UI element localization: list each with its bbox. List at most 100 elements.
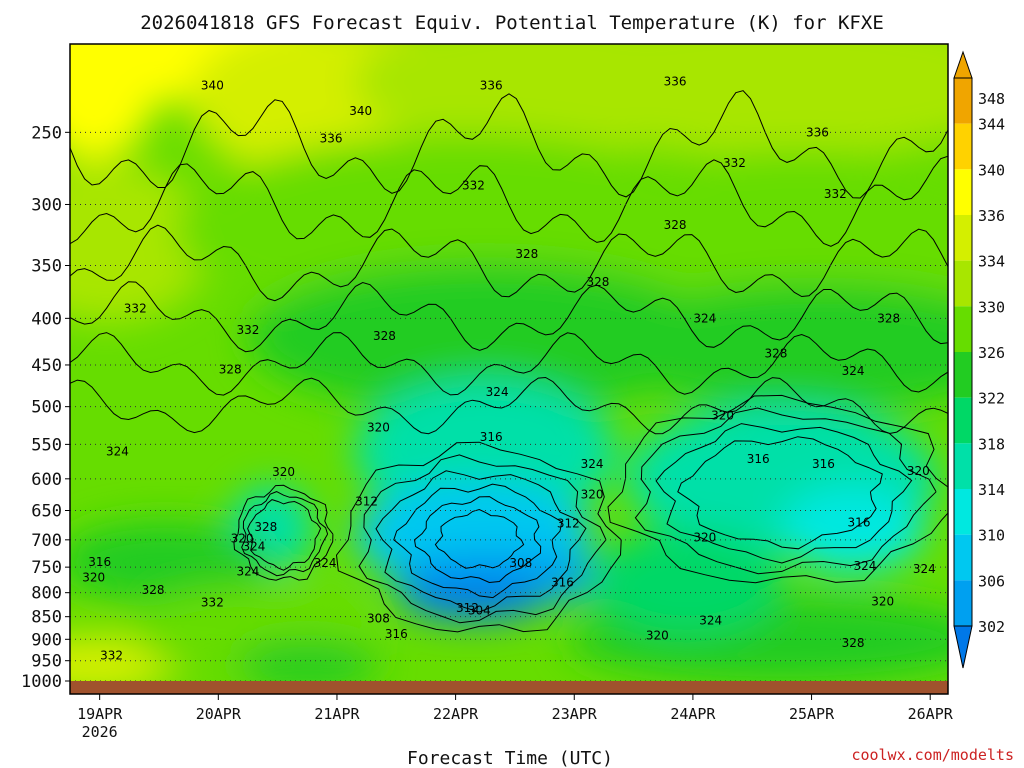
y-tick-label: 650 [31, 502, 62, 522]
colorbar-top-arrow [953, 50, 973, 79]
theta-e-field [70, 44, 948, 681]
contour-label: 332 [124, 301, 147, 315]
field-patch [402, 579, 545, 621]
contour-label: 336 [806, 125, 829, 139]
field-patch [247, 263, 723, 413]
contour-label: 328 [587, 275, 610, 289]
colorbar-label: 326 [978, 344, 1005, 362]
x-tick-label: 24APR [670, 705, 716, 723]
contour-line [70, 224, 948, 302]
y-tick-label: 450 [31, 356, 62, 376]
y-tick-label: 800 [31, 584, 62, 604]
y-tick-label: 750 [31, 558, 62, 578]
y-tick-label: 400 [31, 309, 62, 329]
contour-label: 336 [320, 132, 343, 146]
plot-frame [69, 43, 949, 695]
contour-line [70, 90, 948, 199]
y-tick-label: 850 [31, 608, 62, 628]
contour-label: 336 [664, 75, 687, 89]
contour-label: 332 [824, 187, 847, 201]
contour-label: 320 [82, 571, 105, 585]
contour-label: 328 [142, 583, 165, 597]
contour-label: 320 [272, 465, 295, 479]
contour-label: 332 [100, 649, 123, 663]
y-tick-label: 600 [31, 470, 62, 490]
contour-line [247, 499, 322, 571]
contour-label: 324 [242, 540, 265, 554]
contour-line [70, 376, 948, 435]
contour-line [233, 484, 334, 581]
contour-label: 320 [581, 487, 604, 501]
colorbar-swatch [954, 534, 972, 581]
y-tick-label: 550 [31, 435, 62, 455]
contour-line [393, 483, 563, 599]
contour-line [655, 423, 913, 564]
colorbar-frame [953, 77, 973, 627]
colorbar-swatch [954, 169, 972, 215]
field-patch [603, 283, 948, 411]
contour-label: 336 [480, 78, 503, 92]
colorbar-label: 306 [978, 572, 1005, 590]
contour-label: 332 [201, 595, 224, 609]
contour-label: 316 [747, 452, 770, 466]
contour-line [70, 155, 948, 247]
x-tick-label: 20APR [196, 705, 242, 723]
y-tick-label: 350 [31, 256, 62, 276]
contour-line [335, 441, 622, 633]
contour-label: 304 [468, 604, 491, 618]
colorbar-swatch [954, 397, 972, 444]
y-tick-label: 950 [31, 652, 62, 672]
colorbar-label: 348 [978, 90, 1005, 108]
contour-label: 316 [848, 515, 871, 529]
contour-label: 320 [367, 420, 390, 434]
contour-label: 328 [765, 346, 788, 360]
colorbar-label: 302 [978, 618, 1005, 636]
x-tick-label: 23APR [552, 705, 598, 723]
contour-label: 324 [486, 385, 509, 399]
field-patch [520, 44, 948, 157]
x-year-label: 2026 [82, 723, 118, 741]
colorbar-swatch [954, 78, 972, 124]
ground-strip [70, 681, 948, 694]
colorbar-swatch [954, 306, 972, 352]
contour-label: 316 [551, 576, 574, 590]
y-tick-label: 700 [31, 531, 62, 551]
y-axis: 2503003504004505005506006507007508008509… [21, 123, 70, 692]
contour-label: 320 [231, 532, 254, 546]
contour-label: 316 [88, 555, 111, 569]
colorbar-label: 318 [978, 435, 1005, 453]
contour-label: 324 [314, 556, 337, 570]
contour-label: 316 [812, 457, 835, 471]
contour-label: 316 [480, 430, 503, 444]
colorbar-label: 314 [978, 481, 1005, 499]
contour-line [677, 436, 883, 550]
contour-label: 320 [711, 408, 734, 422]
contour-label: 308 [509, 556, 532, 570]
contour-label: 320 [693, 531, 716, 545]
colorbar-swatch [954, 352, 972, 398]
x-axis: 19APR 20APR 21APR 22APR 23APR 24APR 25APR 26APR… [77, 694, 954, 741]
contour-label: 312 [355, 494, 378, 508]
colorbar-swatch [954, 123, 972, 170]
field-patch [592, 528, 782, 637]
contour-label: 340 [349, 104, 372, 118]
y-tick-label: 900 [31, 630, 62, 650]
x-tick-label: 25APR [789, 705, 835, 723]
contour-label: 328 [664, 218, 687, 232]
colorbar-label: 334 [978, 253, 1005, 271]
colorbar-swatch [954, 489, 972, 535]
contour-label: 324 [842, 364, 865, 378]
contour-label: 328 [515, 247, 538, 261]
chart-title: 2026041818 GFS Forecast Equiv. Potential… [140, 12, 884, 34]
x-tick-label: 26APR [908, 705, 954, 723]
colorbar-label: 344 [978, 116, 1005, 134]
colorbar-label: 310 [978, 527, 1005, 545]
x-axis-title: Forecast Time (UTC) [407, 748, 613, 768]
colorbar-swatch [954, 580, 972, 626]
contour-label: 308 [367, 612, 390, 626]
contour-label: 324 [237, 564, 260, 578]
contour-label: 328 [877, 311, 900, 325]
field-patch [781, 485, 925, 572]
contour-line [413, 496, 542, 584]
